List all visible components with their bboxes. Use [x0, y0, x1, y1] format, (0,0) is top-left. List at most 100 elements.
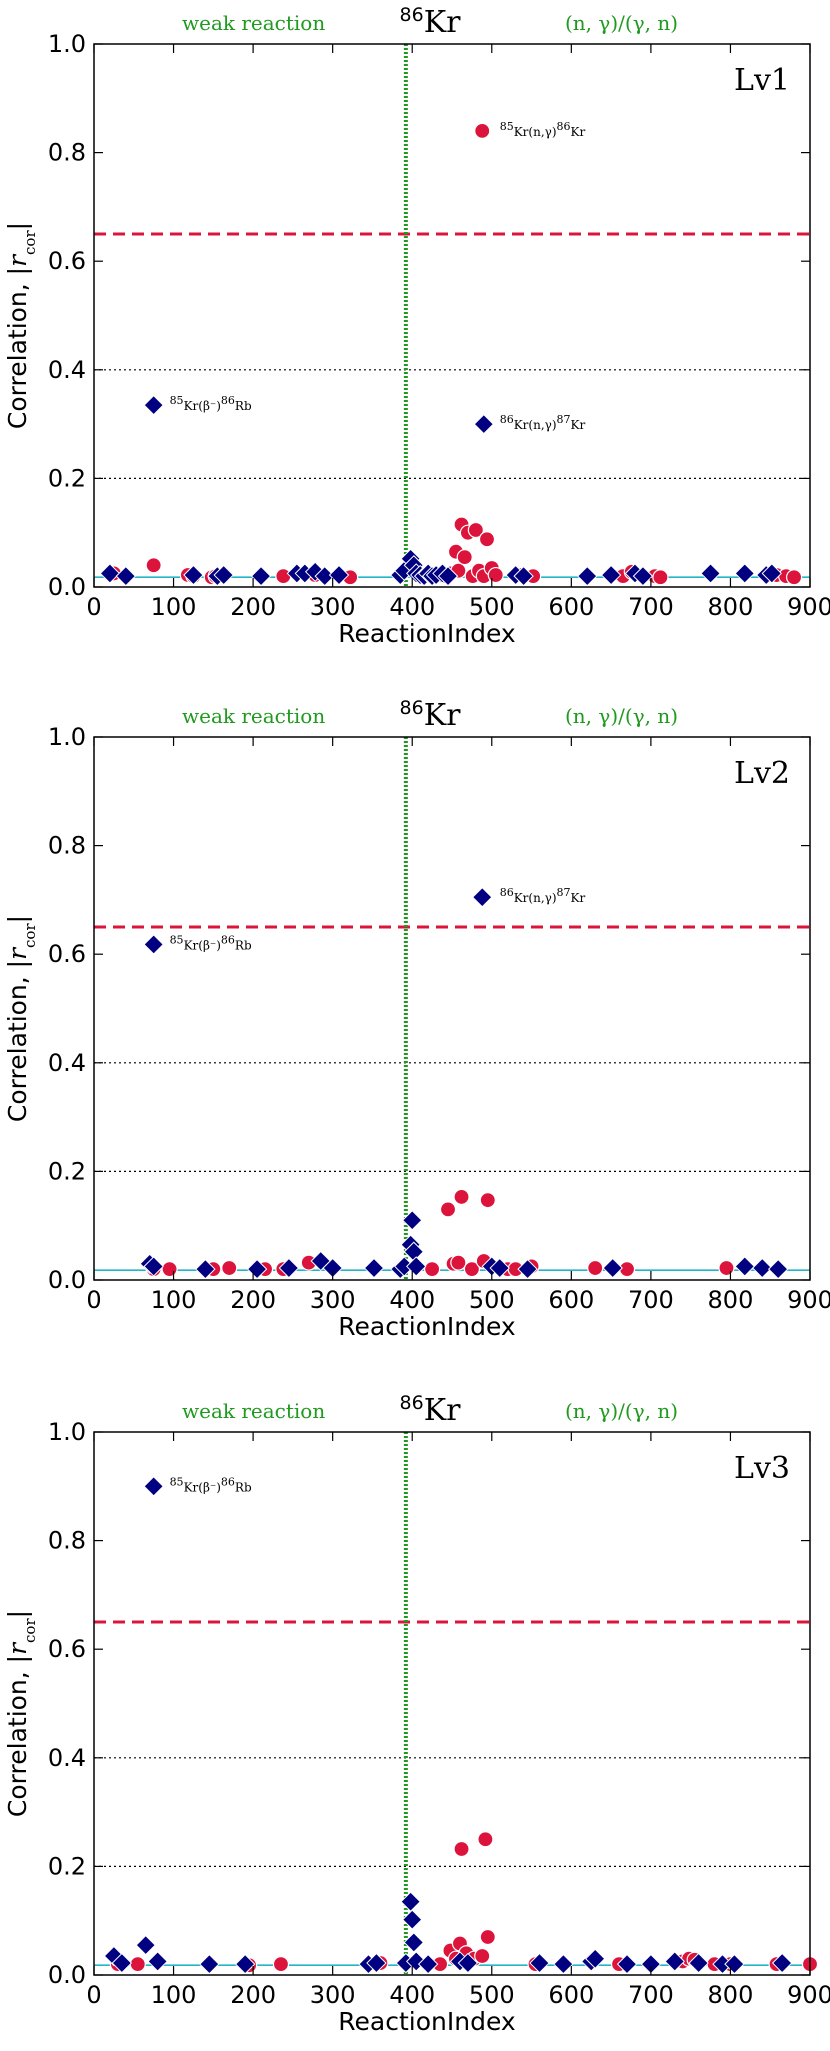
data-point-diamond	[724, 1953, 745, 1975]
data-point-circle	[450, 1254, 467, 1271]
weak-reaction-label: weak reaction	[182, 1399, 325, 1423]
data-point-diamond	[405, 1256, 427, 1277]
data-point-diamond	[143, 1476, 164, 1497]
ng-reaction-label: (n, γ)/(γ, n)	[565, 704, 678, 728]
data-point-circle	[456, 549, 473, 566]
data-point-diamond	[771, 1952, 793, 1974]
x-tick-label: 200	[230, 1981, 276, 2009]
x-tick-label: 500	[469, 593, 515, 621]
y-tick-label: 1.0	[48, 1418, 86, 1446]
data-point-diamond	[577, 565, 598, 587]
data-point-circle	[453, 1188, 470, 1206]
y-tick-label: 1.0	[48, 723, 86, 751]
data-point-diamond	[600, 564, 622, 586]
x-axis-title: ReactionIndex	[338, 2007, 515, 2036]
x-axis-title: ReactionIndex	[338, 619, 515, 648]
data-point-diamond	[183, 564, 204, 586]
x-tick-label: 100	[151, 1286, 197, 1314]
reaction-annotation: 85Kr(β⁻)86Rb	[170, 1475, 252, 1495]
data-point-diamond	[529, 1952, 550, 1974]
x-tick-label: 800	[708, 593, 754, 621]
data-point-circle	[652, 569, 669, 586]
data-point-diamond	[734, 563, 755, 584]
x-tick-label: 700	[628, 593, 674, 621]
data-point-diamond	[457, 1952, 479, 1974]
data-point-circle	[145, 557, 162, 574]
y-tick-label: 1.0	[48, 30, 86, 58]
x-tick-label: 300	[310, 1286, 356, 1314]
data-point-diamond	[195, 1258, 216, 1280]
data-point-circle	[478, 531, 496, 548]
data-point-diamond	[584, 1948, 606, 1969]
data-point-circle	[477, 1831, 494, 1848]
x-tick-label: 400	[389, 1981, 435, 2009]
y-axis-title: Correlation, |rcor|	[3, 1610, 39, 1817]
reaction-annotation: 85Kr(n,γ)86Kr	[500, 119, 586, 139]
data-point-diamond	[513, 565, 534, 587]
data-point-diamond	[761, 563, 783, 584]
data-point-diamond	[363, 1257, 385, 1279]
y-tick-label: 0.4	[48, 1744, 86, 1772]
data-point-diamond	[402, 1909, 423, 1930]
x-tick-label: 300	[310, 1981, 356, 2009]
x-tick-label: 200	[230, 593, 276, 621]
data-point-circle	[453, 1840, 470, 1858]
data-point-diamond	[143, 934, 164, 955]
x-tick-label: 0	[86, 1286, 101, 1314]
x-tick-label: 700	[628, 1286, 674, 1314]
data-point-diamond	[143, 394, 164, 416]
x-tick-label: 100	[151, 593, 197, 621]
weak-reaction-label: weak reaction	[182, 704, 325, 728]
data-point-diamond	[437, 565, 459, 587]
data-point-circle	[424, 1261, 441, 1278]
data-point-diamond	[213, 564, 234, 586]
data-point-diamond	[616, 1953, 638, 1975]
data-point-diamond	[489, 1257, 510, 1279]
x-tick-label: 400	[389, 593, 435, 621]
data-point-diamond	[403, 1932, 425, 1953]
level-label: Lv1	[734, 63, 790, 98]
y-tick-label: 0.8	[48, 832, 86, 860]
x-tick-label: 600	[548, 593, 594, 621]
plot-frame	[93, 43, 811, 588]
data-point-diamond	[199, 1953, 220, 1975]
data-point-diamond	[517, 1258, 538, 1280]
x-tick-label: 800	[708, 1981, 754, 2009]
data-point-diamond	[472, 886, 493, 908]
data-point-circle	[439, 1201, 457, 1218]
y-tick-label: 0.2	[48, 464, 86, 492]
x-tick-label: 500	[469, 1981, 515, 2009]
x-tick-label: 400	[389, 1286, 435, 1314]
data-point-circle	[275, 568, 292, 585]
y-tick-label: 0.4	[48, 356, 86, 384]
data-point-circle	[474, 1947, 491, 1965]
x-tick-label: 600	[548, 1286, 594, 1314]
data-point-circle	[467, 521, 484, 539]
ng-reaction-label: (n, γ)/(γ, n)	[565, 11, 678, 35]
data-point-circle	[718, 1259, 735, 1277]
data-point-diamond	[664, 1951, 685, 1972]
data-point-diamond	[111, 1952, 133, 1974]
isotope-title: 86Kr	[400, 1392, 462, 1428]
x-tick-label: 900	[787, 1286, 830, 1314]
data-point-circle	[487, 566, 504, 584]
x-tick-label: 0	[86, 1981, 101, 2009]
x-tick-label: 100	[151, 1981, 197, 2009]
x-tick-label: 800	[708, 1286, 754, 1314]
x-axis-title: ReactionIndex	[338, 1312, 515, 1341]
data-point-diamond	[700, 563, 721, 584]
level-label: Lv2	[734, 756, 790, 791]
plot-frame	[93, 736, 811, 1281]
data-point-circle	[221, 1259, 238, 1277]
data-point-circle	[129, 1956, 146, 1973]
data-point-diamond	[135, 1934, 156, 1956]
isotope-title: 86Kr	[400, 4, 462, 40]
data-point-diamond	[234, 1953, 256, 1975]
data-point-circle	[161, 1261, 178, 1278]
panel-3: 85Kr(β⁻)86Rb 0 100 200 300 400 500 600 700 800 900…	[3, 1392, 830, 2036]
panel-1: 85Kr(n,γ)86Kr 85Kr(β⁻)86Rb 86Kr(n,γ)87Kr 0 1…	[3, 4, 830, 648]
reaction-annotation: 85Kr(β⁻)86Rb	[170, 394, 252, 414]
x-tick-label: 0	[86, 593, 101, 621]
x-tick-label: 700	[628, 1981, 674, 2009]
data-point-diamond	[767, 1258, 789, 1280]
